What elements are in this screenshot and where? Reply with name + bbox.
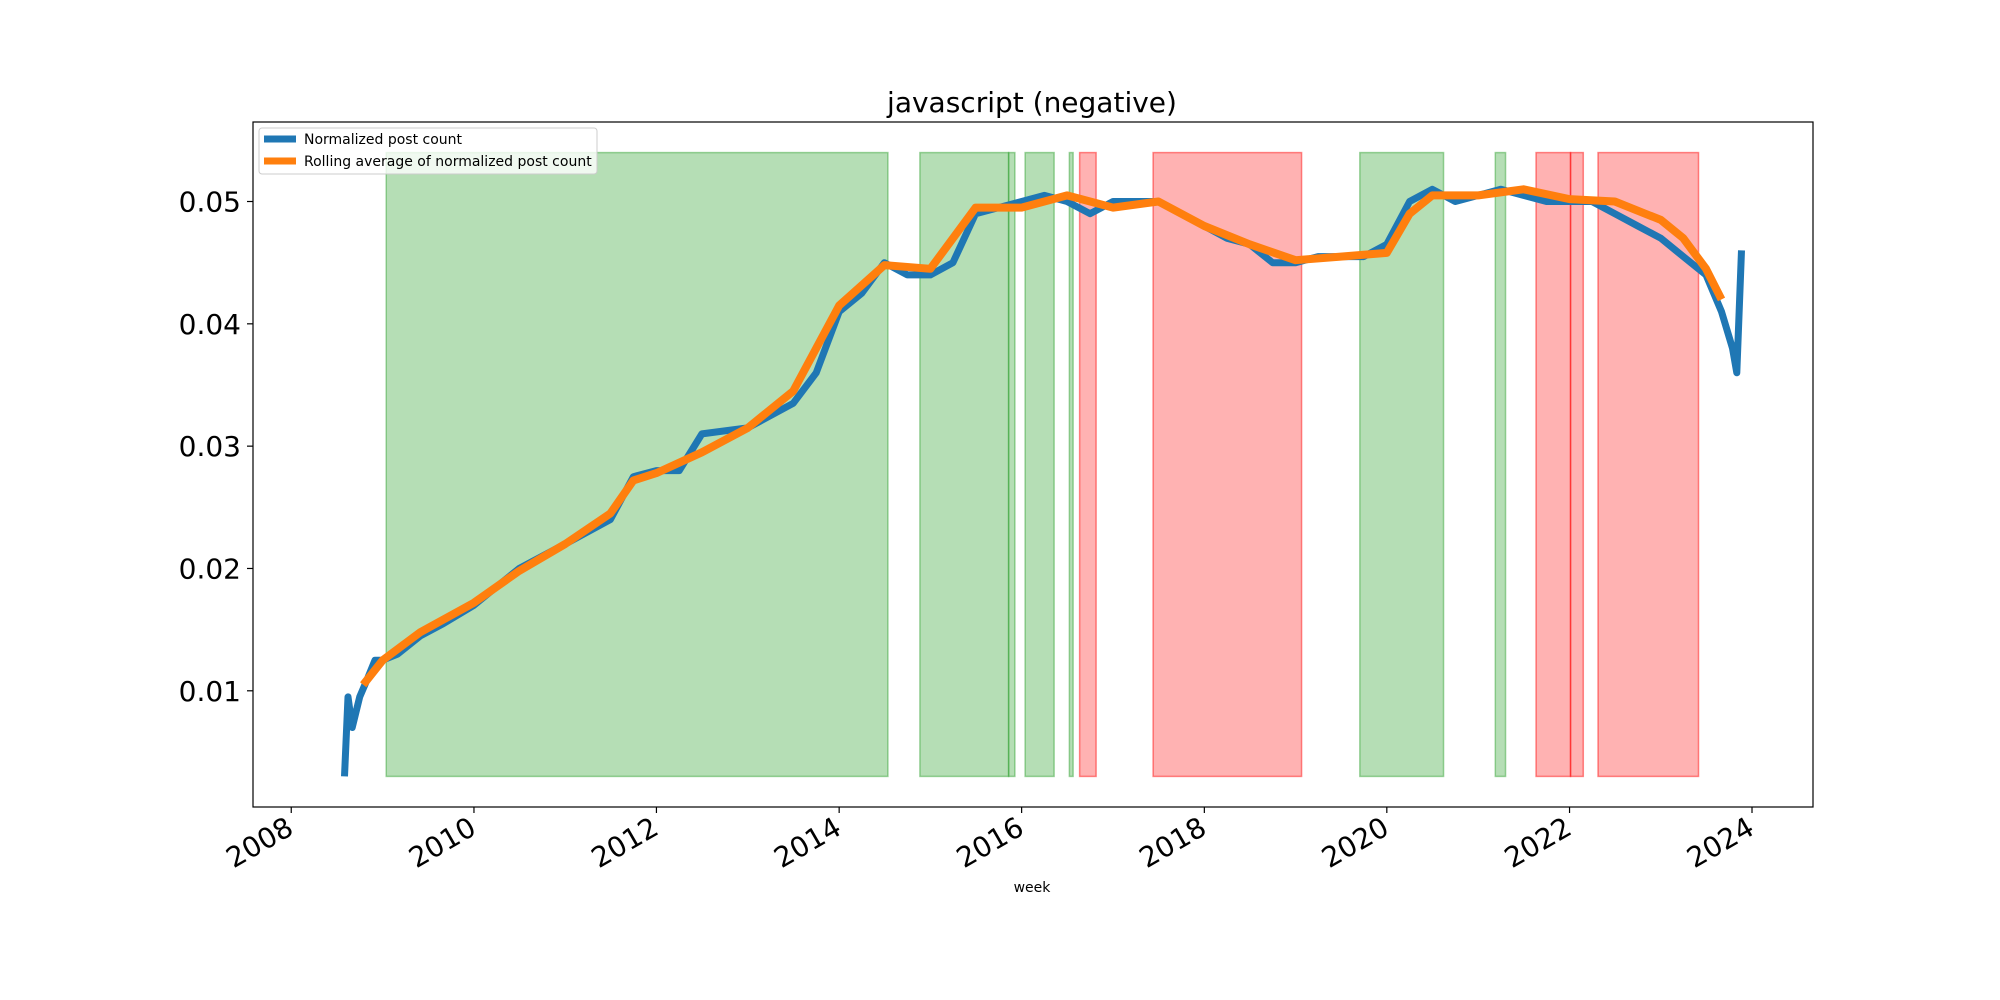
positive-span-8 [1494,151,1507,778]
y-tick-label-0.02: 0.02 [179,552,241,585]
x-tick-label-2018: 2018 [1134,810,1212,874]
positive-span-2 [1007,151,1016,778]
positive-span-4 [1068,151,1074,778]
negative-span-11 [1597,151,1700,778]
legend-entry-post-count: Normalized post count [304,132,463,148]
negative-span-9 [1535,151,1572,778]
series-lines [341,185,1745,777]
x-axis-label: week [1014,880,1052,896]
x-tick-label-2016: 2016 [951,810,1029,874]
positive-span-0 [385,151,889,778]
legend-entry-rolling: Rolling average of normalized post count [304,154,592,170]
negative-span-5 [1078,151,1097,778]
x-tick-label-2012: 2012 [586,810,664,874]
y-tick-label-0.03: 0.03 [179,430,241,463]
x-tick-label-2022: 2022 [1499,810,1577,874]
x-tick-label-2010: 2010 [403,810,481,874]
y-tick-label-0.04: 0.04 [179,308,241,341]
negative-span-10 [1569,151,1585,778]
series-line-rolling-average [360,185,1726,688]
chart-title: javascript (negative) [886,86,1177,119]
legend: Normalized post count Rolling average of… [258,127,598,175]
y-tick-label-0.05: 0.05 [179,186,241,219]
x-tick-label-2024: 2024 [1681,810,1759,874]
y-tick-label-0.01: 0.01 [179,675,241,708]
positive-span-7 [1359,151,1445,778]
highlight-spans [385,151,1700,778]
positive-span-3 [1024,151,1055,778]
legend-box [258,127,598,175]
x-tick-label-2020: 2020 [1316,810,1394,874]
negative-span-6 [1152,151,1303,778]
plot-area-frame [252,121,1814,808]
x-tick-label-2008: 2008 [221,810,299,874]
x-tick-label-2014: 2014 [768,810,846,874]
